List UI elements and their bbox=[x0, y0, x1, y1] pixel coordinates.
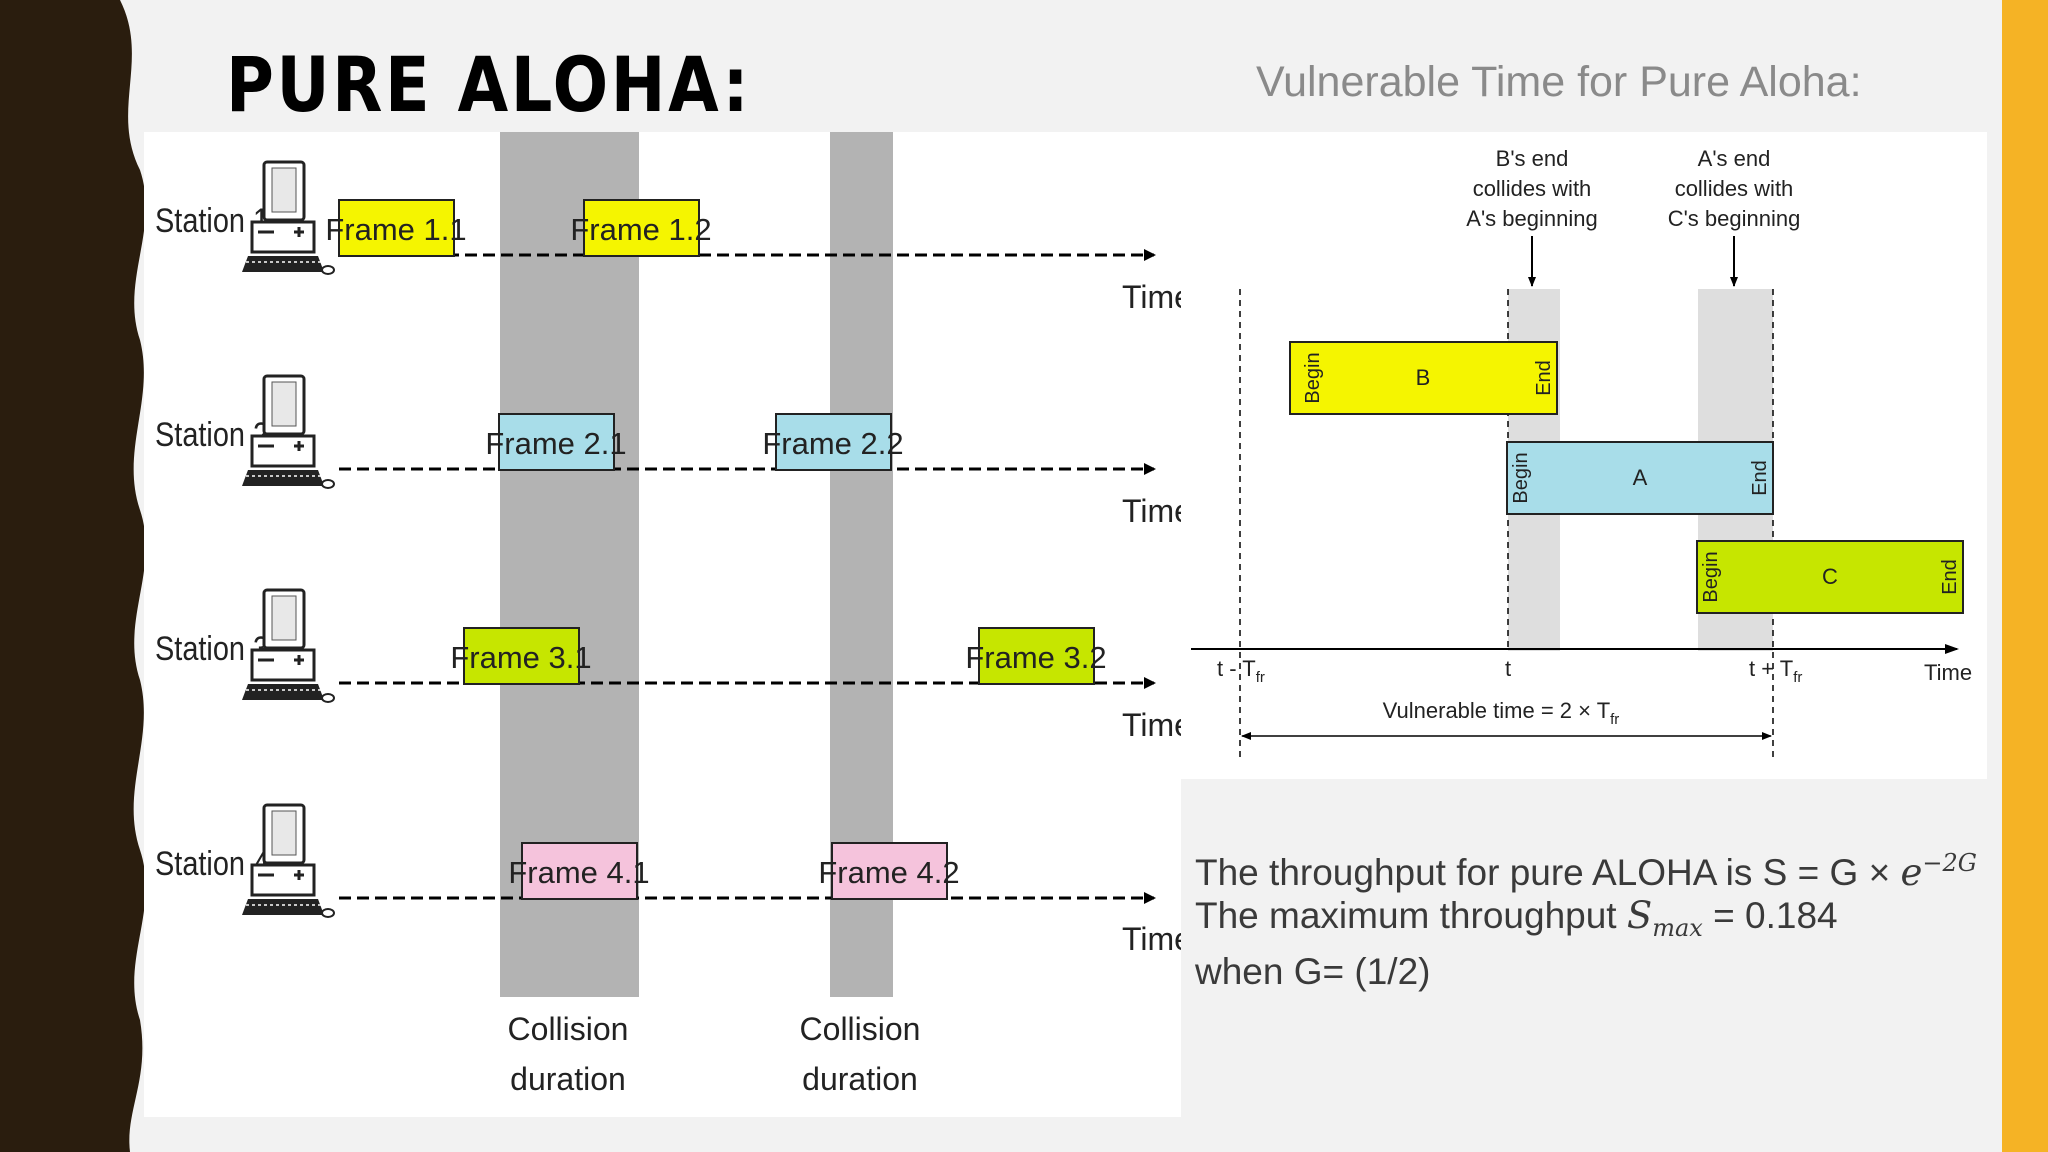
frame-a: Begin A End bbox=[1506, 441, 1774, 515]
throughput-formula-text: The throughput for pure ALOHA is S = G × bbox=[1195, 852, 1891, 893]
throughput-line-2: The maximum throughput Smax = 0.184 bbox=[1195, 894, 1977, 950]
annotation-line: collides with bbox=[1473, 176, 1592, 201]
frame-letter: C bbox=[1822, 564, 1838, 589]
frame-label: Frame 3.2 bbox=[965, 640, 1106, 675]
time-label: Time bbox=[1122, 279, 1181, 315]
s-subscript: max bbox=[1652, 914, 1703, 942]
end-label: End bbox=[1939, 559, 1961, 595]
station-label: Station 2 bbox=[155, 415, 269, 454]
throughput-text: The throughput for pure ALOHA is S = G ×… bbox=[1195, 842, 1977, 993]
annotation-line: C's beginning bbox=[1668, 206, 1801, 231]
frame-box bbox=[831, 842, 948, 900]
frame-box bbox=[463, 627, 580, 685]
exponent: −2G bbox=[1922, 849, 1977, 877]
tick-label: t bbox=[1505, 656, 1511, 681]
s-symbol: S bbox=[1626, 894, 1653, 937]
max-throughput-value: = 0.184 bbox=[1713, 895, 1838, 936]
time-label: Time bbox=[1122, 493, 1181, 529]
station-label: Station 3 bbox=[155, 629, 269, 668]
frame-box bbox=[978, 627, 1095, 685]
throughput-line-3: when G= (1/2) bbox=[1195, 951, 1431, 992]
time-label: Time bbox=[1122, 921, 1181, 957]
frame-label: Frame 2.2 bbox=[762, 426, 903, 461]
begin-label: Begin bbox=[1700, 551, 1722, 602]
frame-label: Frame 4.1 bbox=[508, 855, 649, 890]
end-label: End bbox=[1749, 460, 1771, 496]
annotation-line: A's beginning bbox=[1466, 206, 1597, 231]
right-accent-bar bbox=[2002, 0, 2048, 1152]
annotation-line: A's end bbox=[1698, 146, 1771, 171]
throughput-line-1: The throughput for pure ALOHA is S = G ×… bbox=[1195, 842, 1977, 894]
begin-label: Begin bbox=[1302, 352, 1324, 403]
frame-label: Frame 2.1 bbox=[485, 426, 626, 461]
annotation-line: B's end bbox=[1496, 146, 1569, 171]
vulnerable-time-diagram: B's end collides with A's beginning A's … bbox=[1181, 132, 1987, 779]
slide-subtitle: Vulnerable Time for Pure Aloha: bbox=[1256, 58, 1862, 106]
left-decoration bbox=[0, 0, 146, 1152]
end-label: End bbox=[1533, 360, 1555, 396]
vulnerable-time-label: Vulnerable time = 2 × Tfr bbox=[1383, 698, 1620, 728]
frame-box bbox=[583, 199, 700, 257]
tick-label: t + Tfr bbox=[1749, 656, 1802, 686]
begin-label: Begin bbox=[1510, 452, 1532, 503]
frame-box bbox=[775, 413, 892, 471]
frame-label: Frame 1.1 bbox=[325, 212, 466, 247]
frame-box bbox=[498, 413, 615, 471]
time-label: Time bbox=[1122, 707, 1181, 743]
annotation-line: collides with bbox=[1675, 176, 1794, 201]
frame-box bbox=[338, 199, 455, 257]
frame-label: Frame 1.2 bbox=[570, 212, 711, 247]
collision-label: duration bbox=[802, 1061, 918, 1097]
frame-letter: B bbox=[1416, 365, 1431, 390]
frame-box bbox=[521, 842, 638, 900]
frame-c: Begin C End bbox=[1696, 540, 1964, 614]
frame-label: Frame 4.2 bbox=[818, 855, 959, 890]
slide-title: PURE ALOHA: bbox=[226, 40, 752, 129]
collision-label: Collision bbox=[508, 1011, 629, 1047]
frame-label: Frame 3.1 bbox=[450, 640, 591, 675]
tick-label: t - Tfr bbox=[1217, 656, 1265, 686]
frame-b: Begin B End bbox=[1289, 341, 1558, 415]
max-throughput-text: The maximum throughput bbox=[1195, 895, 1617, 936]
collision-label: Collision bbox=[800, 1011, 921, 1047]
pure-aloha-diagram: Station 1 Frame 1.1 Frame 1.2 Time Stati… bbox=[144, 132, 1192, 1117]
station-label: Station 4 bbox=[155, 844, 269, 883]
time-label: Time bbox=[1924, 660, 1972, 685]
euler-e: e bbox=[1900, 851, 1923, 894]
collision-label: duration bbox=[510, 1061, 626, 1097]
frame-letter: A bbox=[1633, 465, 1648, 490]
station-label: Station 1 bbox=[155, 201, 269, 240]
